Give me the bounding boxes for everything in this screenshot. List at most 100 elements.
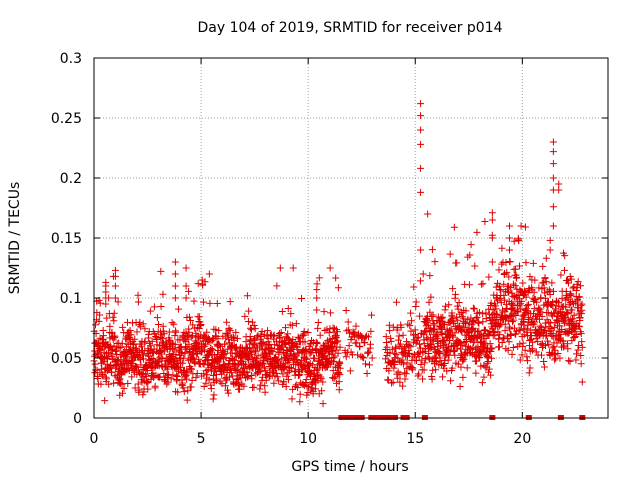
data-point bbox=[484, 354, 492, 362]
data-point bbox=[117, 343, 125, 351]
data-point bbox=[453, 344, 461, 352]
data-point bbox=[526, 337, 534, 345]
data-point bbox=[246, 333, 254, 341]
data-point bbox=[308, 346, 316, 354]
data-point bbox=[318, 387, 326, 395]
data-point bbox=[243, 373, 251, 381]
data-point bbox=[396, 378, 404, 386]
data-point bbox=[248, 350, 256, 358]
data-point bbox=[96, 299, 104, 307]
data-point bbox=[367, 327, 375, 335]
data-point bbox=[118, 389, 126, 397]
data-point bbox=[493, 310, 501, 318]
data-point bbox=[213, 300, 221, 308]
data-point bbox=[303, 382, 311, 390]
data-point bbox=[457, 345, 465, 353]
data-point bbox=[504, 317, 512, 325]
data-point bbox=[553, 297, 561, 305]
data-point-peak bbox=[505, 246, 513, 254]
data-point bbox=[551, 356, 559, 364]
data-point bbox=[301, 338, 309, 346]
data-point bbox=[426, 272, 434, 280]
data-point bbox=[105, 380, 113, 388]
data-point-peak bbox=[417, 126, 425, 134]
data-point bbox=[509, 300, 517, 308]
data-point bbox=[331, 332, 339, 340]
data-point bbox=[498, 338, 506, 346]
data-point bbox=[270, 379, 278, 387]
data-point bbox=[504, 335, 512, 343]
data-point bbox=[425, 298, 433, 306]
data-point bbox=[226, 298, 234, 306]
data-point bbox=[541, 274, 549, 282]
data-point bbox=[399, 331, 407, 339]
data-point bbox=[257, 367, 265, 375]
data-point bbox=[245, 307, 253, 315]
data-point bbox=[319, 400, 327, 408]
data-point bbox=[397, 323, 405, 331]
data-point bbox=[361, 338, 369, 346]
data-point bbox=[405, 342, 413, 350]
data-point bbox=[386, 327, 394, 335]
data-point-peak bbox=[102, 288, 110, 296]
data-point bbox=[126, 327, 134, 335]
data-point bbox=[441, 360, 449, 368]
data-point bbox=[333, 338, 341, 346]
y-axis-label: SRMTID / TECUs bbox=[7, 182, 23, 295]
data-point bbox=[472, 344, 480, 352]
data-point bbox=[298, 295, 306, 303]
data-point bbox=[342, 353, 350, 361]
data-point bbox=[557, 271, 565, 279]
data-point bbox=[485, 273, 493, 281]
data-point bbox=[205, 376, 213, 384]
data-point bbox=[221, 340, 229, 348]
data-point bbox=[465, 281, 473, 289]
x-tick-label: 0 bbox=[90, 431, 99, 447]
data-point bbox=[457, 327, 465, 335]
data-point bbox=[135, 386, 143, 394]
data-point-peak bbox=[111, 282, 119, 290]
data-point bbox=[416, 312, 424, 320]
data-point bbox=[170, 346, 178, 354]
data-point bbox=[279, 370, 287, 378]
data-point bbox=[439, 313, 447, 321]
data-point bbox=[187, 333, 195, 341]
data-point bbox=[326, 264, 334, 272]
data-point bbox=[470, 305, 478, 313]
data-point bbox=[473, 228, 481, 236]
data-point bbox=[183, 344, 191, 352]
data-point bbox=[326, 309, 334, 317]
data-point bbox=[563, 308, 571, 316]
data-point bbox=[336, 371, 344, 379]
data-point-peak bbox=[555, 180, 563, 188]
data-point bbox=[400, 360, 408, 368]
data-point bbox=[535, 304, 543, 312]
data-point bbox=[160, 330, 168, 338]
data-point bbox=[188, 365, 196, 373]
data-point bbox=[483, 353, 491, 361]
data-point bbox=[472, 369, 480, 377]
data-point bbox=[510, 237, 518, 245]
data-point bbox=[91, 347, 99, 355]
data-point bbox=[444, 356, 452, 364]
data-point bbox=[281, 324, 289, 332]
data-point bbox=[178, 349, 186, 357]
data-point bbox=[437, 329, 445, 337]
data-point bbox=[457, 363, 465, 371]
data-point bbox=[518, 351, 526, 359]
data-point bbox=[146, 307, 154, 315]
data-point bbox=[541, 326, 549, 334]
data-point bbox=[190, 297, 198, 305]
data-point bbox=[572, 287, 580, 295]
data-point bbox=[429, 311, 437, 319]
data-point bbox=[345, 342, 353, 350]
data-point-peak bbox=[313, 286, 321, 294]
data-point bbox=[385, 367, 393, 375]
data-point bbox=[188, 376, 196, 384]
data-point bbox=[110, 379, 118, 387]
data-point bbox=[329, 367, 337, 375]
data-point bbox=[459, 373, 467, 381]
data-point bbox=[454, 305, 462, 313]
data-point bbox=[353, 339, 361, 347]
